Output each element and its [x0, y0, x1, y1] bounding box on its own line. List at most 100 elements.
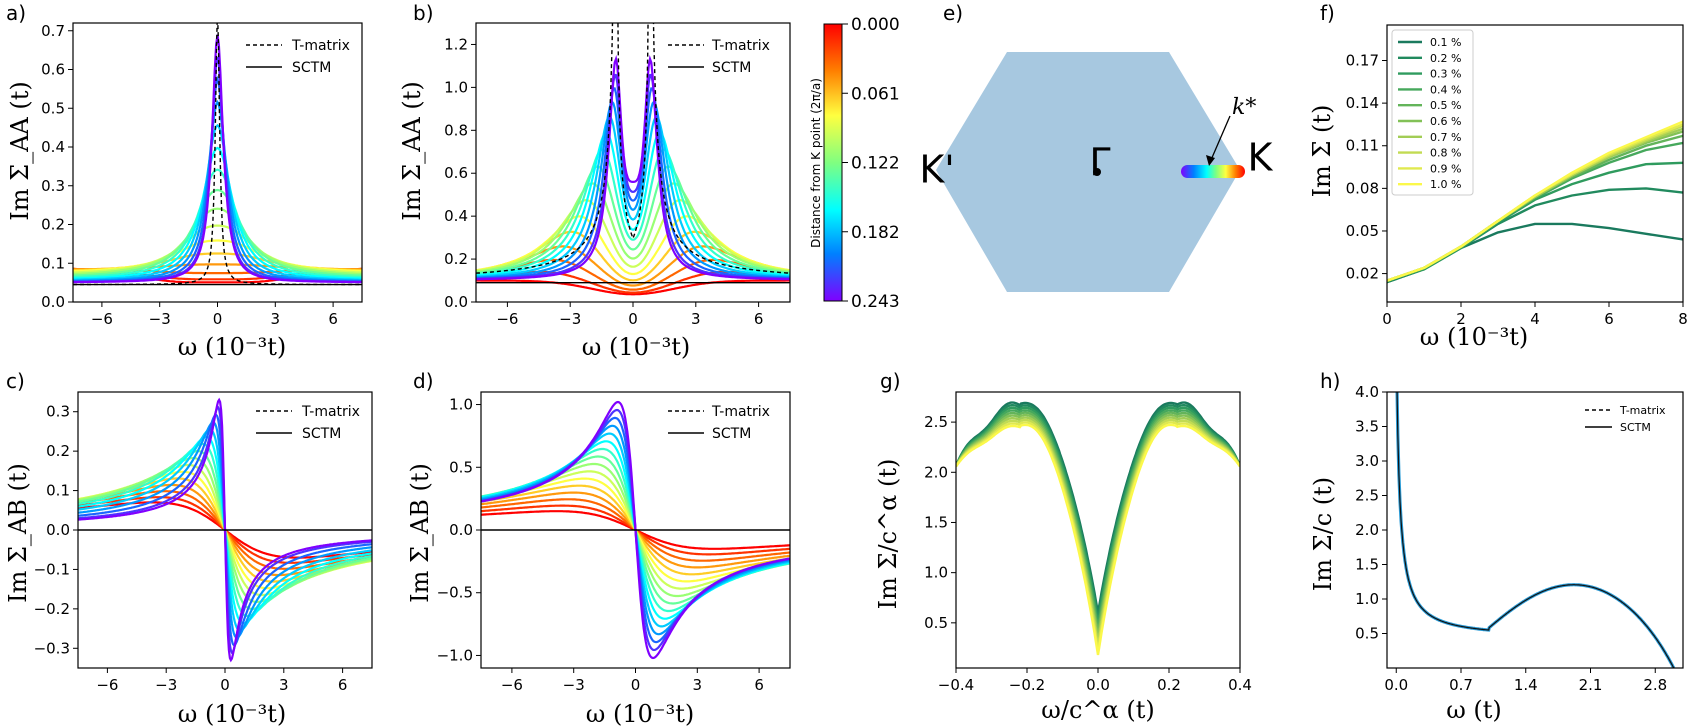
sctm-curve-b: [476, 115, 790, 278]
xtick-label-c: −6: [96, 676, 118, 694]
plot-g-lines: [956, 401, 1240, 656]
legend-a-sctm-label: SCTM: [292, 60, 331, 76]
panel-label-a: a): [6, 1, 26, 25]
xlabel-b: ω (10⁻³t): [582, 333, 690, 361]
plot-f: 0 2 4 6 8 0.02 0.05 0.08 0.11 0.14 0.17: [1346, 24, 1688, 328]
colorbar-tick-label: 0.182: [851, 223, 900, 243]
series-line-f: [1387, 222, 1683, 284]
ytick-label-f: 0.17: [1346, 52, 1379, 70]
panel-f: f) 0 2 4 6 8 0.02 0.05 0.08 0.11 0.14 0.17 ω (10⁻³…: [1308, 1, 1688, 351]
ytick-label-c: −0.2: [34, 600, 70, 618]
legend-f-label: 0.5 %: [1430, 99, 1461, 112]
series-line-g: [956, 406, 1240, 623]
ytick-label-h: 1.5: [1355, 556, 1379, 574]
xtick-label-h: 0.7: [1449, 676, 1473, 694]
panel-a: a) −6 −3 0 3 6 0.0 0.1 0.2 0.3 0.4 0.5 0.6 0.7 ω (10…: [6, 1, 363, 361]
legend-h-sctm-label: SCTM: [1620, 421, 1651, 434]
brillouin-zone-hexagon: [936, 52, 1240, 292]
xtick-label-f: 2: [1456, 310, 1466, 328]
sctm-curve-a: [73, 146, 362, 280]
sctm-curve-b: [476, 165, 790, 274]
series-line-g: [956, 413, 1240, 637]
xtick-label-b: 3: [691, 310, 701, 328]
panel-label-b: b): [413, 1, 434, 25]
xtick-label-a: −6: [91, 310, 113, 328]
xtick-label-a: −3: [149, 310, 171, 328]
panel-label-c: c): [6, 369, 25, 393]
sctm-curve-a: [73, 239, 362, 273]
sctm-curve-a: [73, 75, 362, 283]
plot-h-lines: [1395, 392, 1676, 668]
ytick-label-a: 0.2: [41, 216, 65, 234]
colorbar-tick-label: 0.000: [851, 15, 900, 35]
ytick-label-g: 1.5: [924, 513, 948, 531]
legend-f-label: 0.3 %: [1430, 68, 1461, 81]
legend-d-sctm-label: SCTM: [712, 426, 751, 442]
ylabel-g: Im Σ/c^α (t): [874, 459, 902, 610]
sctm-curve-b: [476, 182, 790, 273]
sctm-curve-b: [476, 258, 790, 291]
ytick-label-d: 0.5: [449, 458, 473, 476]
xlabel-d: ω (10⁻³t): [586, 700, 694, 726]
ytick-label-c: −0.1: [34, 560, 70, 578]
xtick-label-c: 0: [220, 676, 230, 694]
ytick-label-b: 0.6: [444, 164, 468, 182]
legend-f: 0.1 % 0.2 % 0.3 % 0.4 % 0.5 % 0.6 % 0.7 % 0.8 %…: [1391, 29, 1474, 196]
ytick-label-b: 0.8: [444, 121, 468, 139]
plot-d-lines: [481, 400, 790, 660]
ytick-label-d: 0.0: [449, 521, 473, 539]
panel-g: g) −0.4 −0.2 0.0 0.2 0.4 0.5 1.0 1.5 2.0 2.5 ω/c^…: [874, 369, 1252, 724]
panel-h: h) 0.0 0.7 1.4 2.1 2.8 0.5 1.0 1.5 2.0 2.5 3.0 3.5 4…: [1309, 369, 1684, 724]
ytick-label-h: 3.0: [1355, 452, 1379, 470]
ylabel-d: Im Σ_AB (t): [406, 463, 434, 603]
sctm-curve-b: [476, 100, 790, 279]
xtick-label-g: −0.4: [938, 676, 974, 694]
colorbar-label: Distance from K point (2π/a): [809, 78, 823, 248]
ytick-label-h: 0.5: [1355, 625, 1379, 643]
xtick-label-b: −6: [496, 310, 518, 328]
ylabel-h: Im Σ/c (t): [1309, 477, 1337, 591]
colorbar-tick-label: 0.061: [851, 84, 900, 104]
ytick-label-a: 0.5: [41, 99, 65, 117]
panel-label-f: f): [1320, 1, 1335, 25]
legend-b-tmatrix-label: T-matrix: [711, 38, 770, 54]
ytick-label-h: 4.0: [1355, 383, 1379, 401]
series-line-f: [1387, 187, 1683, 284]
ytick-label-b: 0.4: [444, 207, 468, 225]
ytick-label-h: 1.0: [1355, 590, 1379, 608]
panel-e: e) K' Γ K k*: [919, 1, 1274, 292]
sctm-curve-b: [476, 215, 790, 276]
plot-d: −6 −3 0 3 6 −1.0 −0.5 0.0 0.5 1.0: [437, 391, 791, 694]
ytick-label-c: −0.3: [34, 639, 70, 657]
panel-label-g: g): [880, 369, 901, 393]
label-gamma: Γ: [1089, 141, 1110, 185]
colorbar: 0.000 0.061 0.122 0.182 0.243 Distance from …: [809, 15, 900, 312]
colorbar-tick-label: 0.243: [851, 292, 900, 312]
series-line-g: [956, 409, 1240, 628]
legend-f-label: 0.2 %: [1430, 52, 1461, 65]
ytick-label-d: 1.0: [449, 396, 473, 414]
xtick-label-g: 0.2: [1157, 676, 1181, 694]
ytick-label-d: −0.5: [437, 584, 473, 602]
plot-c: −6 −3 0 3 6 −0.3 −0.2 −0.1 0.0 0.1 0.2 0.3: [34, 391, 373, 694]
label-kprime: K': [919, 148, 954, 192]
xtick-label-g: −0.2: [1009, 676, 1045, 694]
xtick-label-g: 0.4: [1228, 676, 1252, 694]
xtick-label-b: 6: [754, 310, 764, 328]
xtick-label-b: −3: [559, 310, 581, 328]
xtick-label-h: 0.0: [1384, 676, 1408, 694]
ytick-label-f: 0.02: [1346, 265, 1379, 283]
xtick-label-d: 3: [693, 676, 703, 694]
sctm-curve-b: [476, 73, 790, 280]
panel-label-h: h): [1320, 369, 1340, 393]
xtick-label-a: 3: [271, 310, 281, 328]
legend-b-sctm-label: SCTM: [712, 60, 751, 76]
xtick-label-h: 2.8: [1643, 676, 1667, 694]
ytick-label-b: 0.0: [444, 293, 468, 311]
panel-b: b) −6 −3 0 3 6 0.0 0.2 0.4 0.6 0.8 1.0 1.2 ω (10⁻³t…: [398, 1, 791, 361]
ytick-label-g: 1.0: [924, 564, 948, 582]
xtick-label-f: 4: [1530, 310, 1540, 328]
plot-b: −6 −3 0 3 6 0.0 0.2 0.4 0.6 0.8 1.0 1.2: [444, 22, 791, 328]
colorbar-ticks: 0.000 0.061 0.122 0.182 0.243: [842, 15, 900, 312]
plot-a: −6 −3 0 3 6 0.0 0.1 0.2 0.3 0.4 0.5 0.6 0.7: [41, 22, 363, 328]
